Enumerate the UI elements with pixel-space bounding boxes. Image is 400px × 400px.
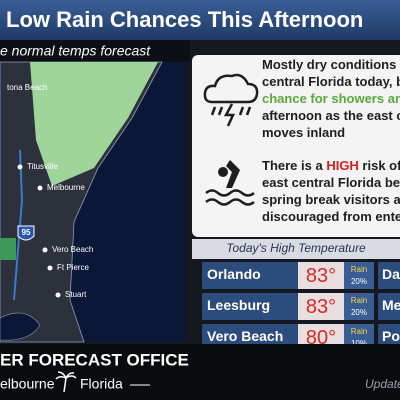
message-segment: Mostly dry conditions f — [262, 57, 400, 72]
office-name: ER FORECAST OFFICE — [0, 350, 189, 369]
rain-chance: 20% — [351, 308, 367, 317]
city-label: Titusville — [27, 162, 58, 171]
message-line: afternoon as the east c — [262, 108, 400, 123]
second-city-name: Por — [382, 328, 400, 344]
city-dot — [55, 292, 61, 298]
second-city-name: Me — [382, 297, 400, 313]
lake — [0, 312, 41, 341]
rain-chance: 10% — [351, 339, 367, 348]
swimmer-icon — [205, 160, 255, 206]
message-segment: afternoon as the east c — [262, 108, 400, 123]
city-label: Vero Beach — [52, 245, 93, 254]
table-heading-bar — [192, 239, 400, 259]
city-label: Melbourne — [47, 183, 85, 192]
city-label: tona Beach — [7, 83, 47, 92]
city-label: Stuart — [65, 290, 87, 299]
message-line: chance for showers an — [262, 91, 400, 106]
rain-label: Rain — [351, 327, 367, 336]
message-segment: spring break visitors ar — [262, 192, 400, 207]
map-labels: tona Beach Titusville Melbourne Vero Beach F… — [7, 83, 93, 299]
interstate-shield — [17, 225, 35, 241]
cloud — [203, 73, 259, 104]
office-state: Florida — [80, 376, 123, 392]
city-cell — [202, 293, 298, 320]
update-note: Update — [365, 377, 400, 391]
temp-cell — [298, 293, 344, 320]
message-segment: moves inland — [262, 125, 345, 140]
message-panel — [192, 55, 400, 237]
green-area — [0, 238, 16, 260]
second-city-cell — [378, 293, 400, 320]
title-bar — [0, 0, 400, 40]
city-name: Leesburg — [207, 297, 270, 313]
rain-chance-area — [30, 62, 158, 186]
second-city-cell — [378, 262, 400, 289]
footer — [0, 344, 400, 400]
office-city: elbourne — [0, 376, 55, 392]
rain-label: Rain — [351, 265, 367, 274]
palm-icon — [55, 371, 77, 393]
message-segment: There is a — [262, 158, 326, 173]
message-segment: east central Florida bea — [262, 175, 400, 190]
map — [0, 61, 186, 343]
message-line: moves inland — [262, 125, 345, 140]
message-line: Mostly dry conditions f — [262, 57, 400, 72]
city-dot — [47, 265, 53, 271]
message-line: central Florida today, b — [262, 74, 400, 89]
rain-cell — [344, 293, 374, 320]
head — [218, 167, 228, 177]
message-segment: central Florida today, b — [262, 74, 400, 89]
rain-drops — [210, 106, 252, 116]
rain-label: Rain — [351, 296, 367, 305]
city-dot — [37, 185, 43, 191]
city-cell — [202, 262, 298, 289]
message-segment: chance for showers an — [262, 91, 400, 106]
message-line: There is a HIGH risk of — [262, 158, 400, 173]
interstate-number: 95 — [22, 228, 31, 237]
message-line: discouraged from ente — [262, 209, 400, 224]
message-segment: discouraged from ente — [262, 209, 400, 224]
city-name: Vero Beach — [207, 328, 283, 344]
messages: Mostly dry conditions f central Florida t… — [262, 57, 400, 224]
temp-cell — [298, 262, 344, 289]
second-city-name: Day — [382, 266, 400, 282]
high-temp: 80° — [306, 327, 336, 349]
storm-icon — [203, 73, 259, 127]
message-segment: risk of — [359, 158, 400, 173]
message-segment: HIGH — [326, 158, 359, 173]
lightning — [223, 103, 235, 127]
message-line: east central Florida bea — [262, 175, 400, 190]
subtitle-bar — [0, 40, 190, 62]
city-name: Orlando — [207, 266, 261, 282]
city-dot — [42, 247, 48, 253]
arm — [226, 160, 240, 188]
high-temp: 83° — [306, 296, 336, 318]
table-heading: Today's High Temperature — [226, 241, 366, 255]
message-line: spring break visitors ar — [262, 192, 400, 207]
river — [13, 149, 24, 301]
rain-cell — [344, 262, 374, 289]
title: Low Rain Chances This Afternoon — [6, 7, 363, 32]
high-temp: 83° — [306, 265, 336, 287]
forecast-rows: Orlando 83° Rain 20% Day Leesburg 83° Rain 20% Me… — [202, 262, 400, 351]
city-label: Ft Pierce — [57, 263, 90, 272]
waves — [205, 189, 255, 206]
rain-chance: 20% — [351, 277, 367, 286]
subtitle: e normal temps forecast — [0, 43, 151, 59]
city-dot — [17, 164, 23, 170]
